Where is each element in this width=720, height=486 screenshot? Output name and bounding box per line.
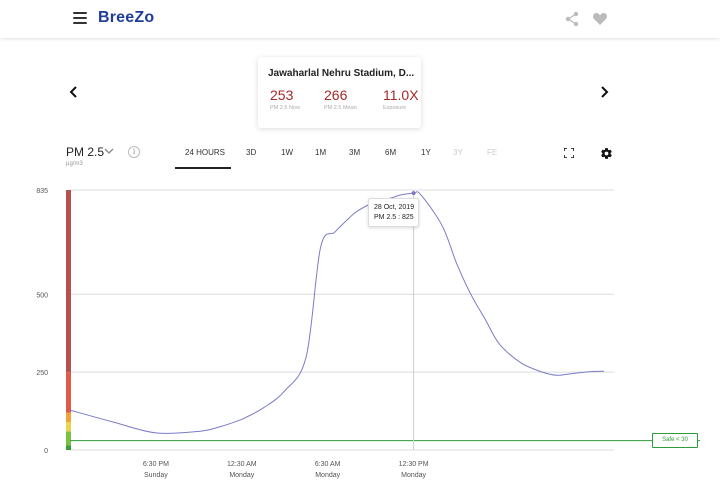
tab-1y[interactable]: 1Y [421,148,431,157]
metric-exposure-label: Exposure [383,105,407,111]
tab-24-hours[interactable]: 24 HOURS [185,148,226,157]
metric-now-value: 253 [270,87,294,103]
metric-mean: 266 PM 2.5 Mean [324,87,357,111]
aqi-band [66,190,71,373]
x-tick-day: Monday [401,472,426,479]
aqi-band [66,372,71,413]
next-station-arrow[interactable] [598,86,610,98]
station-name: Jawaharlal Nehru Stadium, D... [268,68,415,79]
tab-1w[interactable]: 1W [281,148,293,157]
y-tick-label: 0 [44,448,48,455]
info-icon[interactable]: i [128,146,140,158]
data-tooltip: 28 Oct, 2019 PM 2.5 : 825 [368,198,419,227]
brand-logo[interactable]: BreeZo [98,9,155,26]
selected-data-point[interactable] [411,191,416,196]
x-tick-day: Monday [229,472,254,479]
tab-fe: FE [487,148,498,157]
tab-3y: 3Y [453,148,463,157]
heart-icon[interactable] [592,11,608,27]
pollutant-unit: μg/m3 [66,161,83,167]
tab-3d[interactable]: 3D [246,148,257,157]
station-card[interactable]: Jawaharlal Nehru Stadium, D... 253 PM 2.… [258,57,421,128]
metric-now: 253 PM 2.5 Now [270,87,300,111]
fullscreen-icon[interactable] [564,148,574,158]
previous-station-arrow[interactable] [68,86,80,98]
aqi-band [66,431,71,446]
aqi-band [66,445,71,450]
share-icon[interactable] [564,11,580,27]
metric-exposure-value: 11.0X [383,87,419,103]
top-bar: BreeZo [0,0,720,38]
chevron-down-icon[interactable] [104,146,114,156]
x-tick-day: Monday [315,472,340,479]
tab-1m[interactable]: 1M [315,148,327,157]
pm25-line-chart[interactable]: 835 500 250 0 6:30 PM Sunday 12:30 AM Monday 6:… [0,180,720,486]
metric-mean-value: 266 [324,87,348,103]
x-tick-time: 6:30 AM [315,461,341,468]
aqi-band [66,421,71,432]
x-tick-time: 12:30 AM [227,461,257,468]
x-tick-day: Sunday [144,472,168,479]
tab-3m[interactable]: 3M [349,148,361,157]
tooltip-reading: PM 2.5 : 825 [374,214,414,221]
safe-limit-badge: Safe < 30 [652,433,698,448]
metric-exposure: 11.0X Exposure [383,87,419,111]
x-tick-time: 12:30 PM [399,461,429,468]
metric-now-label: PM 2.5 Now [270,105,300,111]
x-tick-time: 6:30 PM [143,461,169,468]
menu-icon[interactable] [73,12,87,24]
pollutant-selector[interactable]: PM 2.5 [66,145,105,159]
y-tick-label: 835 [36,188,48,195]
gear-icon[interactable] [600,147,613,160]
metric-mean-label: PM 2.5 Mean [324,105,357,111]
y-tick-label: 250 [36,370,48,377]
active-tab-indicator [175,167,231,169]
aqi-band [66,412,71,422]
y-tick-label: 500 [36,292,48,299]
tooltip-date: 28 Oct, 2019 [374,204,415,211]
pm25-series-line[interactable] [69,191,604,434]
tab-6m[interactable]: 6M [385,148,397,157]
